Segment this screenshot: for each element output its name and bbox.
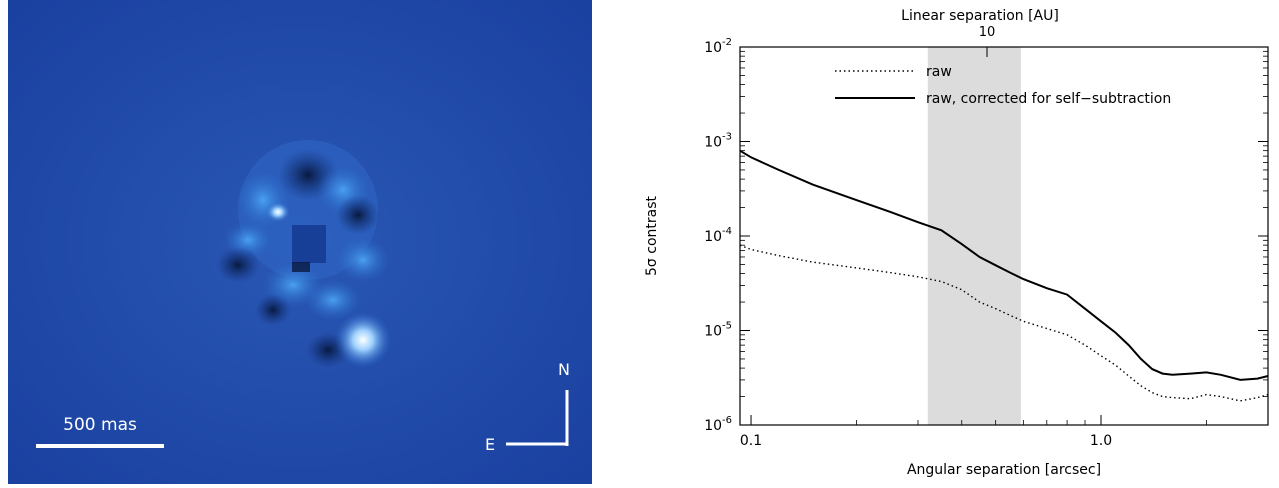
coronagraph-image-panel: 500 mas N E xyxy=(8,0,592,484)
contrast-chart: 10-2 10-3 10-4 10-5 10-6 0.1 1.0 raw raw, corre… xyxy=(644,8,1269,478)
speckle-pattern xyxy=(216,140,391,368)
y-tick-label: 10-3 xyxy=(704,132,732,151)
legend-label: raw, corrected for self−subtraction xyxy=(926,91,1171,107)
x-tick-label: 1.0 xyxy=(1090,433,1112,449)
y-tick-label: 10-4 xyxy=(704,226,732,245)
contrast-chart-panel: 10-2 10-3 10-4 10-5 10-6 0.1 1.0 raw raw, corre… xyxy=(640,0,1279,484)
y-tick-label: 10-6 xyxy=(704,415,732,434)
compass: N E xyxy=(485,360,570,454)
image-canvas: 500 mas N E xyxy=(8,0,592,484)
legend-label: raw xyxy=(926,64,952,80)
compass-north-label: N xyxy=(558,360,570,379)
shaded-region xyxy=(927,47,1021,425)
x-tick-label: 0.1 xyxy=(740,433,762,449)
top-axis-title: Linear separation [AU] xyxy=(901,8,1059,24)
scale-bar-label: 500 mas xyxy=(63,415,137,435)
y-tick-label: 10-5 xyxy=(704,321,732,340)
series-line-corrected xyxy=(739,149,1269,381)
y-axis-title: 5σ contrast xyxy=(644,196,660,276)
top-axis-tick-label: 10 xyxy=(979,25,996,40)
series-line-raw xyxy=(739,244,1269,402)
x-axis-title: Angular separation [arcsec] xyxy=(907,462,1101,478)
y-tick-label: 10-2 xyxy=(704,37,732,56)
compass-east-label: E xyxy=(485,435,495,454)
